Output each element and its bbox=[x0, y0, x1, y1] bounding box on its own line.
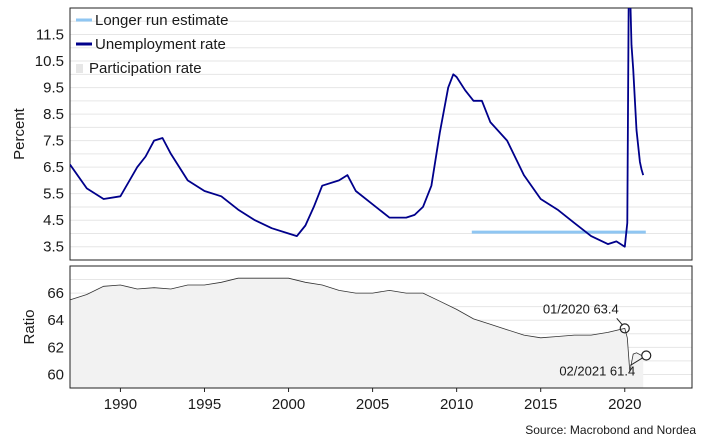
x-tick-label: 2020 bbox=[608, 396, 641, 413]
top-y-tick-label: 9.5 bbox=[43, 80, 64, 97]
bottom-y-tick-label: 64 bbox=[47, 312, 64, 329]
legend-label-participation: Participation rate bbox=[89, 60, 202, 77]
top-series-group bbox=[70, 8, 646, 248]
annotation-marker-2021 bbox=[641, 350, 652, 361]
annotation-label-2020: 01/2020 63.4 bbox=[543, 301, 619, 316]
top-y-tick-label: 8.5 bbox=[43, 106, 64, 123]
top-y-tick-label: 5.5 bbox=[43, 186, 64, 203]
x-tick-label: 2010 bbox=[440, 396, 473, 413]
top-y-tick-label: 11.5 bbox=[36, 27, 64, 44]
top-y-tick-label: 6.5 bbox=[43, 159, 64, 176]
participation-rate-area bbox=[70, 278, 644, 388]
bottom-y-axis-label: Ratio bbox=[21, 309, 38, 344]
participation-rate-line bbox=[69, 277, 644, 372]
x-tick-label: 1995 bbox=[188, 396, 221, 413]
top-y-tick-labels: 11.5 10.5 9.5 8.5 7.5 6.5 5.5 4.5 3.5 bbox=[35, 27, 64, 256]
unemployment-rate-line bbox=[70, 8, 645, 248]
top-y-tick-label: 7.5 bbox=[43, 133, 64, 150]
bottom-y-tick-label: 66 bbox=[47, 285, 64, 302]
annotation-marker-2020 bbox=[619, 323, 630, 334]
x-tick-label: 2000 bbox=[272, 396, 305, 413]
top-y-tick-label: 3.5 bbox=[43, 239, 64, 256]
bottom-y-tick-label: 60 bbox=[47, 366, 64, 383]
top-plot-frame bbox=[69, 7, 693, 261]
top-y-axis-label: Percent bbox=[11, 107, 28, 160]
top-y-tick-label: 10.5 bbox=[35, 53, 64, 70]
bottom-y-tick-label: 62 bbox=[47, 339, 64, 356]
legend-label-longer-run: Longer run estimate bbox=[95, 12, 228, 29]
bottom-y-tick-labels: 66 64 62 60 bbox=[47, 285, 64, 383]
annotation-label-2021: 02/2021 61.4 bbox=[559, 363, 635, 378]
bottom-plot-frame bbox=[69, 265, 693, 389]
bottom-series-group bbox=[69, 277, 644, 388]
annotation-leader-2020 bbox=[616, 318, 624, 326]
top-y-tick-label: 4.5 bbox=[43, 212, 64, 229]
x-tick-label: 2015 bbox=[524, 396, 557, 413]
legend-label-unemployment: Unemployment rate bbox=[95, 36, 226, 53]
legend: Longer run estimate Unemployment rate Pa… bbox=[76, 12, 228, 77]
annotations: 01/2020 63.4 02/2021 61.4 bbox=[543, 301, 652, 378]
top-gridlines bbox=[70, 20, 692, 248]
legend-swatch-participation bbox=[76, 64, 83, 73]
source-note: Source: Macrobond and Nordea bbox=[525, 423, 696, 437]
annotation-leader-2021 bbox=[629, 357, 644, 366]
x-tick-label: 1990 bbox=[104, 396, 137, 413]
x-tick-labels: 1990 1995 2000 2005 2010 2015 2020 bbox=[104, 388, 641, 413]
x-tick-label: 2005 bbox=[356, 396, 389, 413]
